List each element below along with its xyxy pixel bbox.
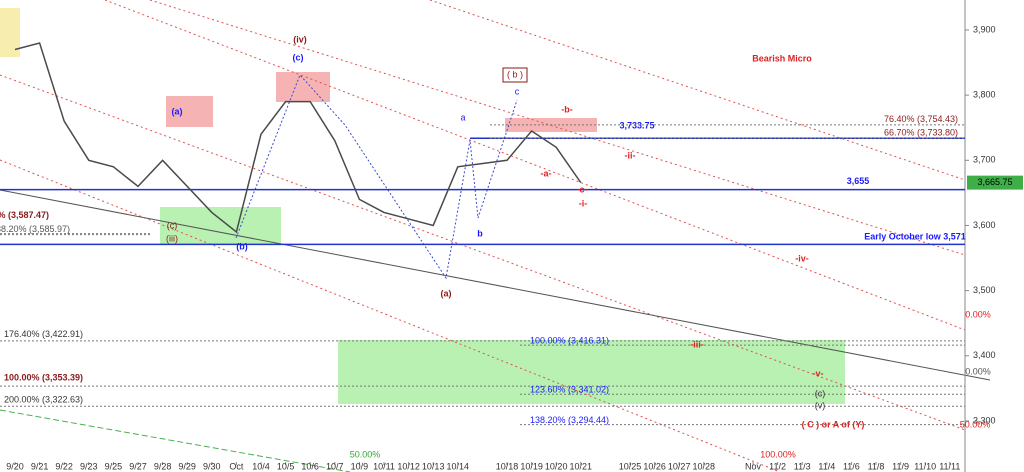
wave-label: (v) <box>815 400 826 410</box>
level-label: 176.40% (3,422.91) <box>4 329 83 339</box>
x-tick-label: 10/14 <box>447 461 470 471</box>
x-tick-label: 10/20 <box>545 461 568 471</box>
level-label: 38.20% (3,585.97) <box>0 224 70 234</box>
wave-label: (a) <box>441 288 452 298</box>
wave-label: 0.00% <box>965 366 991 376</box>
wave-label: -iv- <box>795 253 809 263</box>
level-label: 3,733.75 <box>619 121 654 131</box>
x-tick-label: 9/27 <box>129 461 147 471</box>
trend-line <box>0 189 991 381</box>
wave-label: -c- <box>577 184 588 194</box>
x-tick-label: 10/11 <box>373 461 395 471</box>
wave-label: (c) <box>293 52 304 62</box>
x-tick-label: 9/21 <box>31 461 49 471</box>
wave-path <box>235 74 518 280</box>
y-tick-label: 3,400 <box>973 350 996 360</box>
x-tick-label: 11/3 <box>794 461 811 471</box>
wave-label: -iii- <box>690 339 704 349</box>
highlight-box <box>166 96 213 127</box>
wave-label: -i- <box>579 198 588 208</box>
wave-label: (c) <box>815 388 826 398</box>
x-tick-label: 10/26 <box>643 461 666 471</box>
x-tick-label: 10/5 <box>277 461 295 471</box>
x-tick-label: 10/4 <box>252 461 270 471</box>
level-label: 3,655 <box>847 176 870 186</box>
level-label: 76.40% (3,754.43) <box>884 114 958 124</box>
x-tick-label: 10/27 <box>668 461 691 471</box>
wave-label: b <box>477 228 483 238</box>
y-tick-label: 3,900 <box>973 24 996 34</box>
wave-label: -ii- <box>625 150 636 160</box>
x-tick-label: 11/6 <box>843 461 860 471</box>
y-tick-label: 3,600 <box>973 220 996 230</box>
wave-label: (c) <box>167 220 178 230</box>
price-line <box>14 42 582 234</box>
wave-label: -a- <box>541 168 552 178</box>
wave-label: (iii) <box>166 233 178 243</box>
level-label: 138.20% (3,294.44) <box>530 415 609 425</box>
price-tag <box>967 175 1023 190</box>
x-tick-label: 9/20 <box>6 461 24 471</box>
x-tick-label: Oct <box>229 461 244 471</box>
label-box <box>502 67 528 83</box>
x-tick-label: 10/12 <box>397 461 420 471</box>
x-tick-label: Nov <box>745 461 762 471</box>
wave-label: 50.00% <box>350 449 381 459</box>
wave-label: ( b ) <box>507 69 523 79</box>
x-tick-label: 10/18 <box>496 461 519 471</box>
y-tick-label: 3,800 <box>973 90 996 100</box>
wave-label: 0.00% <box>965 309 991 319</box>
level-label: 123.60% (3,341.02) <box>530 385 609 395</box>
x-tick-label: 11/4 <box>818 461 835 471</box>
wave-label: (b) <box>236 241 248 251</box>
x-tick-label: 10/7 <box>326 461 344 471</box>
level-label: Early October low 3,571 <box>864 232 966 242</box>
highlight-box <box>160 207 281 245</box>
highlight-box <box>0 8 20 57</box>
level-label: 200.00% (3,322.63) <box>4 395 83 405</box>
channel-lines <box>0 0 966 472</box>
level-label: 6.40% (3,587.47) <box>0 210 49 220</box>
wave-label: 50.00% <box>960 419 991 429</box>
x-tick-label: 11/9 <box>892 461 909 471</box>
price-tag-label: 3,665.75 <box>977 177 1012 187</box>
y-tick-label: 3,700 <box>973 155 996 165</box>
trend-line <box>0 409 351 472</box>
x-tick-label: 11/2 <box>769 461 786 471</box>
x-tick-label: 11/8 <box>868 461 885 471</box>
x-tick-label: 10/9 <box>351 461 369 471</box>
x-tick-label: 9/22 <box>55 461 73 471</box>
wave-label: ( C ) or A of (Y) <box>802 419 865 429</box>
level-label: 100.00% (3,353.39) <box>4 373 83 383</box>
wave-label: (iv) <box>293 34 307 44</box>
wave-label: a <box>460 112 465 122</box>
x-tick-label: 10/28 <box>693 461 716 471</box>
wave-label: -v- <box>813 368 824 378</box>
x-tick-label: 10/25 <box>619 461 642 471</box>
level-label: 100.00% (3,416.31) <box>530 336 609 346</box>
x-tick-label: 9/25 <box>105 461 123 471</box>
x-tick-label: 9/30 <box>203 461 221 471</box>
x-tick-label: 10/6 <box>301 461 319 471</box>
x-tick-label: 9/23 <box>80 461 98 471</box>
highlight-box <box>338 340 845 404</box>
x-tick-label: 10/13 <box>422 461 445 471</box>
wave-label: 100.00% <box>760 449 796 459</box>
wave-label: Bearish Micro <box>752 53 812 63</box>
x-tick-label: 11/10 <box>914 461 936 471</box>
level-label: 66.70% (3,733.80) <box>884 128 958 138</box>
y-tick-label: 3,500 <box>973 285 996 295</box>
wave-label: -b- <box>561 104 573 114</box>
x-tick-label: 10/19 <box>520 461 543 471</box>
y-tick-label: 3,300 <box>973 415 996 425</box>
wave-label: (a) <box>172 106 183 116</box>
wave-label: c <box>515 86 520 96</box>
x-tick-label: 9/28 <box>154 461 172 471</box>
x-tick-label: 9/29 <box>178 461 196 471</box>
x-tick-label: 11/11 <box>939 461 960 471</box>
highlight-box <box>276 72 330 102</box>
x-tick-label: 10/21 <box>570 461 593 471</box>
